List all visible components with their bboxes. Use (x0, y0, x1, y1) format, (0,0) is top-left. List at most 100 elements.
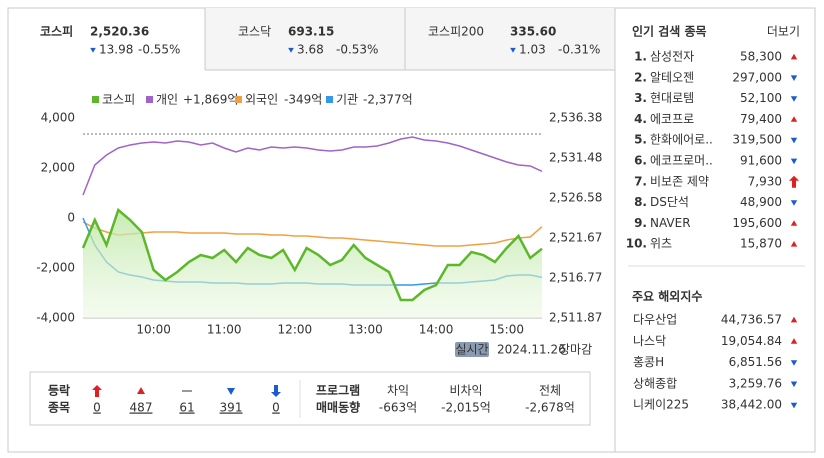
legend-label: 외국인 (245, 93, 278, 107)
x-tick-label: 15:00 (489, 323, 524, 337)
rank: 10. (626, 237, 647, 251)
x-tick-label: 12:00 (278, 323, 313, 337)
stock-price: 79,400 (740, 112, 782, 126)
breadth-count: 487 (130, 401, 153, 415)
trend-icon (790, 158, 798, 165)
more-link[interactable]: 더보기 (767, 25, 800, 39)
trend-icon (90, 47, 96, 53)
rank: 3. (634, 91, 647, 105)
rank: 5. (634, 133, 647, 147)
rank: 1. (634, 50, 647, 64)
trend-icon (790, 402, 798, 409)
tab-value: 335.60 (510, 25, 556, 39)
legend-total: -349억 (284, 93, 322, 107)
stock-price: 52,100 (740, 91, 782, 105)
tab-change: 3.68 (297, 43, 324, 57)
trend-icon (790, 75, 798, 81)
tab-bg (205, 8, 615, 70)
legend-label: 개인 (156, 93, 178, 107)
trend-icon (789, 175, 799, 188)
program-head: 전체 (539, 384, 561, 398)
stock-name[interactable]: 현대로템 (650, 91, 694, 105)
stock-name[interactable]: 삼성전자 (650, 50, 694, 64)
trend-icon (790, 53, 798, 60)
trend-icon (790, 316, 798, 323)
tab-name: 코스닥 (238, 25, 271, 39)
x-tick-label: 10:00 (136, 323, 171, 337)
stock-name[interactable]: NAVER (650, 216, 691, 230)
trend-icon (288, 47, 294, 53)
stock-price: 48,900 (740, 195, 782, 209)
line (81, 207, 543, 302)
tab-name: 코스피 (40, 24, 73, 39)
trend-icon (790, 381, 798, 388)
trend-icon (790, 241, 798, 247)
y-tick-label: -2,000 (36, 261, 75, 275)
stock-price: 91,600 (740, 154, 782, 168)
index-value: 3,259.76 (729, 376, 782, 390)
x-tick-label: 14:00 (419, 323, 454, 337)
y2-tick-label: 2,536.38 (549, 111, 602, 125)
legend-swatch (146, 96, 153, 103)
program-value: -2,015억 (441, 401, 491, 415)
legend-total: -2,377억 (363, 93, 413, 107)
trend-icon (271, 385, 281, 397)
badge-bg (455, 342, 489, 357)
breadth-label: 등락 (48, 384, 70, 398)
tab-value: 2,520.36 (90, 25, 149, 39)
trend-icon (790, 116, 798, 122)
stock-name[interactable]: 비보존 제약 (650, 173, 709, 188)
x-tick-label: 13:00 (348, 323, 383, 337)
rank: 6. (634, 154, 647, 168)
y-tick-label: 0 (67, 211, 75, 225)
stock-name[interactable]: 한화에어로.. (650, 133, 713, 147)
stock-name[interactable]: 위츠 (650, 237, 672, 251)
trend-icon (227, 388, 235, 395)
legend-swatch (235, 96, 242, 103)
breadth-count: 61 (179, 401, 194, 415)
index-value: 19,054.84 (721, 334, 782, 348)
index-name: 니케이225 (633, 398, 689, 412)
stock-name[interactable]: 에코프로 (650, 112, 694, 126)
line (82, 136, 543, 196)
stock-price: 7,930 (748, 174, 782, 188)
legend-swatch (326, 96, 333, 103)
index-name: 홍콩H (633, 355, 664, 369)
badge: 실시간 (455, 343, 488, 357)
y-tick-label: -4,000 (36, 311, 75, 325)
program-label: 매매동향 (316, 400, 360, 415)
index-name: 나스닥 (633, 334, 666, 348)
y2-tick-label: 2,526.58 (549, 190, 602, 204)
rank: 9. (634, 216, 647, 230)
program-label: 프로그램 (316, 383, 360, 398)
rank: 7. (634, 174, 647, 188)
program-value: -2,678억 (525, 401, 575, 415)
legend-label: 기관 (336, 93, 358, 107)
program-head: 비차익 (449, 384, 482, 398)
index-name: 상해종합 (633, 376, 677, 390)
stock-price: 15,870 (740, 237, 782, 251)
rank: 4. (634, 112, 647, 126)
program-value: -663억 (379, 401, 417, 415)
legend-swatch (92, 96, 99, 103)
status: 장마감 (559, 343, 592, 357)
rank: 8. (634, 195, 647, 209)
y-tick-label: 4,000 (41, 111, 75, 125)
tab-change: 1.03 (519, 43, 546, 57)
stock-price: 319,500 (732, 133, 782, 147)
tab-change: 13.98 (99, 43, 133, 57)
stock-name[interactable]: DS단석 (650, 195, 689, 209)
stats-box (29, 371, 591, 426)
trend-icon (510, 47, 516, 53)
stock-price: 297,000 (732, 70, 782, 84)
stock-name[interactable]: 에코프로머.. (650, 154, 713, 168)
panel-title: 주요 해외지수 (632, 289, 702, 304)
stock-name[interactable]: 알테오젠 (650, 70, 694, 84)
tab-pct: -0.55% (138, 43, 180, 57)
x-tick-label: 11:00 (207, 323, 242, 337)
trend-icon (92, 385, 102, 397)
breadth-count: 391 (220, 401, 243, 415)
trend-icon (790, 220, 798, 226)
trend-icon (137, 387, 145, 394)
trend-icon (790, 137, 798, 144)
